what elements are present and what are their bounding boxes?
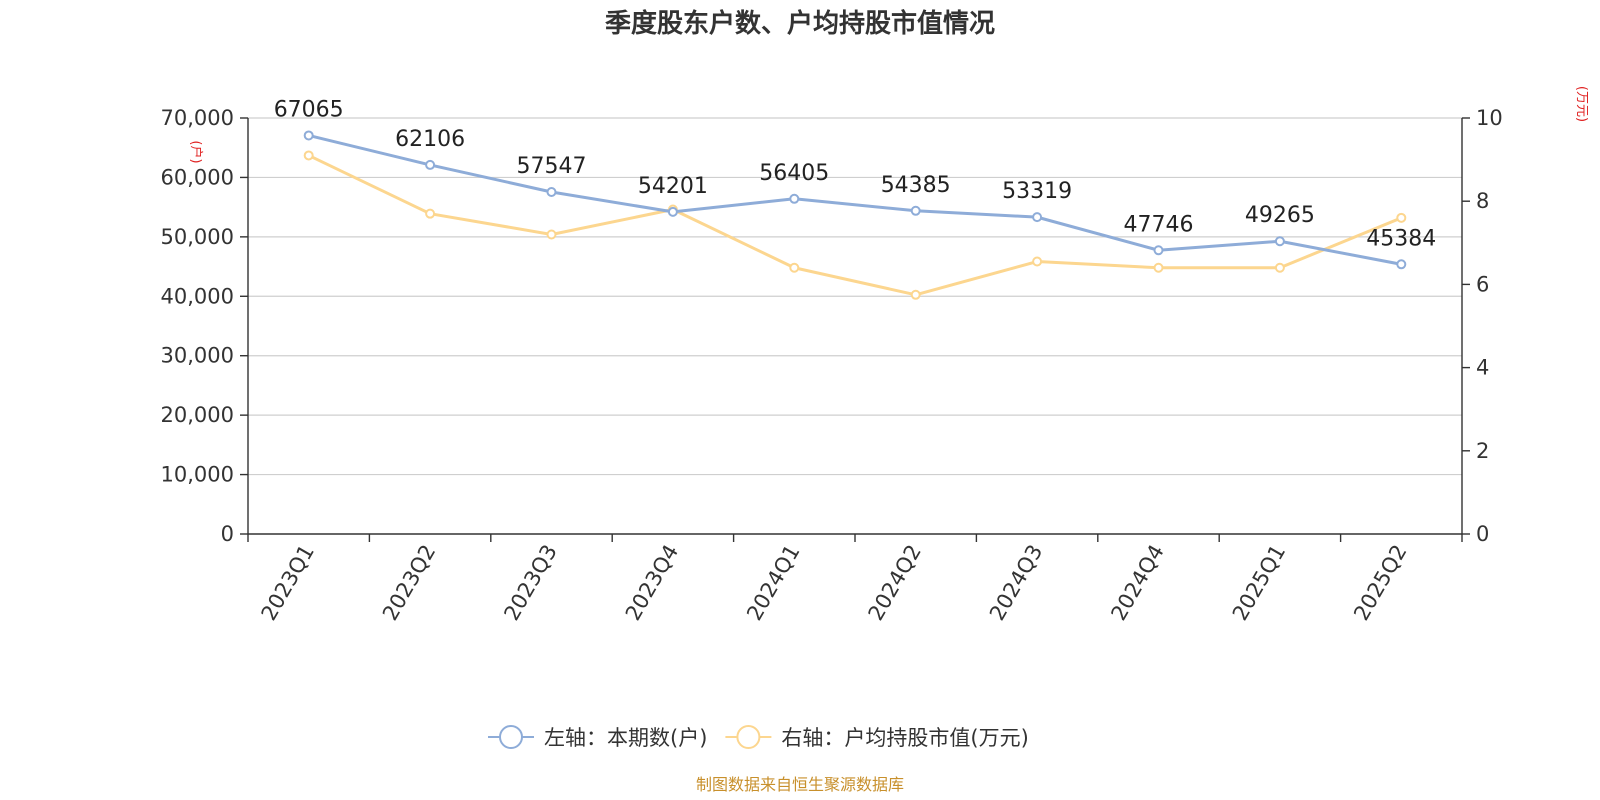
left-axis-tick-label: 0 [221, 522, 234, 546]
data-point-left[interactable] [1396, 259, 1407, 270]
x-axis-category-label: 2023Q3 [499, 541, 561, 625]
left-axis-tick-label: 20,000 [161, 403, 234, 427]
data-point-left[interactable] [1274, 236, 1285, 247]
x-axis-category-label: 2024Q4 [1106, 541, 1168, 625]
series-layer [303, 130, 1407, 300]
legend-marker-icon [499, 725, 523, 749]
data-label: 47746 [1124, 212, 1194, 237]
data-label: 54385 [881, 173, 951, 198]
data-label: 56405 [759, 161, 829, 186]
left-axis-unit-label: (户) [188, 140, 204, 163]
grid-lines [248, 117, 1462, 476]
data-label: 67065 [274, 97, 344, 122]
series-line-left [308, 133, 1402, 266]
series-line-right [308, 154, 1402, 297]
data-point-right[interactable] [1153, 262, 1164, 273]
data-point-right[interactable] [1032, 256, 1043, 267]
chart-title: 季度股东户数、户均持股市值情况 [605, 8, 995, 39]
data-point-left[interactable] [546, 187, 557, 198]
data-label: 45384 [1366, 226, 1436, 251]
x-axis-category-label: 2024Q2 [864, 541, 926, 625]
source-note: 制图数据来自恒生聚源数据库 [696, 775, 904, 794]
left-axis-tick-label: 40,000 [161, 284, 234, 308]
data-point-left[interactable] [667, 206, 678, 217]
data-point-left[interactable] [1032, 212, 1043, 223]
data-label: 54201 [638, 174, 708, 199]
legend-marker-icon [736, 725, 761, 749]
data-point-right[interactable] [789, 262, 800, 273]
data-point-right[interactable] [425, 208, 436, 219]
left-axis-tick-label: 50,000 [161, 225, 234, 249]
data-label: 49265 [1245, 203, 1315, 228]
data-point-right[interactable] [910, 289, 921, 300]
legend-item-right[interactable]: 右轴：户均持股市值(万元) [725, 725, 1029, 750]
data-labels: 67065 62106 57547 54201 56405 54385 53319 47746… [274, 97, 1437, 251]
x-axis-category-label: 2023Q2 [378, 541, 440, 625]
x-axis-category-label: 2023Q4 [621, 541, 683, 625]
x-axis-category-label: 2024Q1 [742, 541, 804, 625]
x-axis-category-label: 2025Q1 [1228, 541, 1290, 625]
left-axis-tick-label: 60,000 [161, 165, 234, 189]
data-point-left[interactable] [425, 159, 436, 170]
data-point-right[interactable] [303, 150, 314, 161]
x-axis-category-label: 2024Q3 [985, 541, 1047, 625]
data-point-left[interactable] [910, 205, 921, 216]
legend[interactable]: 左轴：本期数(户) 右轴：户均持股市值(万元) [488, 725, 1029, 750]
right-axis-tick-label: 4 [1476, 356, 1489, 380]
right-axis-unit-label: (万元) [1574, 86, 1589, 122]
data-label: 62106 [395, 127, 465, 152]
data-point-left[interactable] [789, 193, 800, 204]
right-axis-tick-label: 10 [1476, 106, 1503, 130]
data-point-right[interactable] [546, 229, 557, 240]
data-point-left[interactable] [303, 130, 314, 141]
legend-label: 右轴：户均持股市值(万元) [781, 726, 1028, 750]
x-axis-category-label: 2025Q2 [1349, 541, 1411, 625]
left-axis-tick-label: 10,000 [161, 463, 234, 487]
right-axis-tick-label: 0 [1476, 522, 1489, 546]
right-axis-tick-label: 6 [1476, 272, 1489, 296]
data-point-right[interactable] [1396, 212, 1407, 223]
data-point-left[interactable] [1153, 245, 1164, 256]
left-axis-tick-label: 30,000 [161, 344, 234, 368]
left-axis-tick-label: 70,000 [161, 106, 234, 130]
data-label: 57547 [517, 154, 587, 179]
right-axis-tick-label: 8 [1476, 189, 1489, 213]
legend-item-left[interactable]: 左轴：本期数(户) [488, 725, 707, 750]
right-axis-tick-label: 2 [1476, 439, 1489, 463]
data-point-right[interactable] [1274, 262, 1285, 273]
data-label: 53319 [1002, 179, 1072, 204]
legend-label: 左轴：本期数(户) [544, 726, 707, 750]
x-axis-category-label: 2023Q1 [257, 541, 319, 625]
